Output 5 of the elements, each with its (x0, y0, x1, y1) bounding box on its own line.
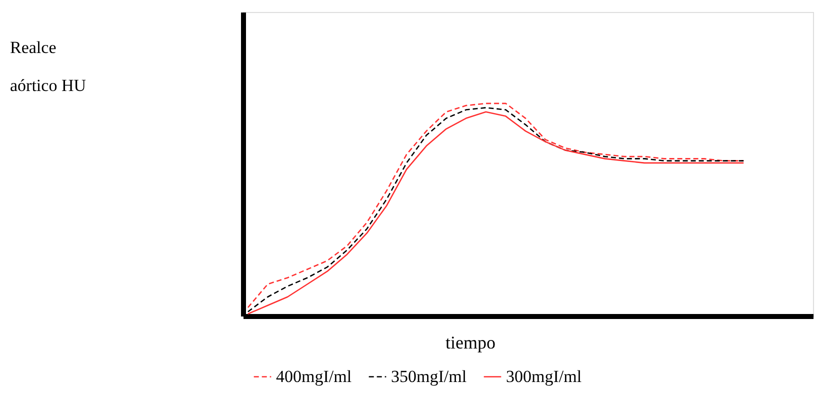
text: Realce aórtico HU (10, 38, 86, 95)
legend-label: 300mgI/ml (506, 366, 582, 386)
legend-label: 400mgI/ml (276, 366, 352, 386)
legend-label: 350mgI/ml (391, 366, 467, 386)
x-axis-title: tiempo (446, 332, 496, 352)
